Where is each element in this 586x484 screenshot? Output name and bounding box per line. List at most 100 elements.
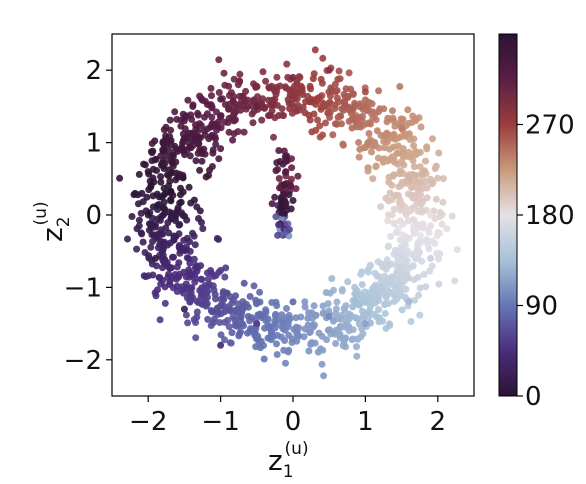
data-point xyxy=(434,174,442,182)
data-point xyxy=(386,320,393,328)
data-point xyxy=(179,188,187,196)
data-point xyxy=(175,243,183,251)
data-point xyxy=(238,320,246,328)
data-point xyxy=(159,246,167,254)
data-point xyxy=(291,95,298,103)
data-point xyxy=(382,194,390,202)
data-point xyxy=(213,126,220,134)
data-point xyxy=(277,333,285,341)
data-point xyxy=(212,295,219,303)
data-point xyxy=(271,193,279,201)
data-point xyxy=(416,148,424,156)
x-tick-label: −1 xyxy=(201,407,239,437)
data-point xyxy=(329,131,337,139)
data-point xyxy=(167,141,175,149)
data-point xyxy=(157,173,165,181)
data-point xyxy=(435,255,442,263)
data-point xyxy=(358,281,366,288)
data-point xyxy=(243,103,251,110)
data-point xyxy=(391,122,399,130)
data-point xyxy=(228,329,236,337)
data-point xyxy=(230,75,238,83)
data-point xyxy=(278,198,285,205)
data-point xyxy=(251,327,259,335)
data-point xyxy=(388,211,396,219)
data-point xyxy=(308,309,316,317)
data-point xyxy=(355,121,363,129)
data-point xyxy=(278,111,286,119)
data-point xyxy=(198,275,206,283)
data-point xyxy=(167,156,175,164)
data-point xyxy=(369,114,377,122)
data-point xyxy=(234,128,242,136)
data-point xyxy=(292,185,300,193)
data-point xyxy=(405,173,412,181)
data-point xyxy=(139,238,147,246)
data-point xyxy=(399,145,407,152)
data-point xyxy=(390,250,398,258)
data-point xyxy=(336,112,344,120)
data-point xyxy=(385,178,393,186)
data-point xyxy=(344,278,352,286)
data-point xyxy=(289,298,297,306)
data-point xyxy=(310,70,318,78)
data-point xyxy=(165,182,173,190)
data-point xyxy=(144,211,152,219)
data-point xyxy=(409,182,417,190)
data-point xyxy=(439,175,447,183)
data-point xyxy=(177,122,185,130)
data-point xyxy=(410,163,418,171)
data-point xyxy=(326,98,334,106)
data-point xyxy=(354,315,361,323)
data-point xyxy=(150,231,158,239)
data-point xyxy=(249,97,257,105)
data-point xyxy=(186,298,194,306)
data-point xyxy=(184,319,192,327)
data-point xyxy=(331,80,339,88)
data-point xyxy=(336,75,344,83)
data-point xyxy=(288,175,295,183)
y-tick-label: 2 xyxy=(85,56,102,86)
data-point xyxy=(329,317,337,325)
data-point xyxy=(209,149,217,157)
data-point xyxy=(345,69,353,77)
data-point xyxy=(155,201,163,208)
data-point xyxy=(306,98,314,106)
data-point xyxy=(435,280,443,288)
data-point xyxy=(180,117,188,125)
data-point xyxy=(409,193,417,201)
data-point xyxy=(201,113,208,121)
data-point xyxy=(318,332,326,340)
data-point xyxy=(394,276,402,284)
data-point xyxy=(422,283,430,291)
data-point xyxy=(341,306,348,314)
data-point xyxy=(237,313,245,321)
x-axis-ticks: −2 −1 0 1 2 xyxy=(129,396,446,437)
data-point xyxy=(230,116,238,124)
data-point xyxy=(428,237,436,245)
data-point xyxy=(141,161,149,169)
colorbar-ticks: 0 90 180 270 xyxy=(517,111,575,412)
data-point xyxy=(277,203,285,211)
data-point xyxy=(294,172,302,180)
data-point xyxy=(275,147,283,154)
data-point xyxy=(160,198,168,206)
data-point xyxy=(145,186,153,194)
data-point xyxy=(417,223,425,231)
data-point xyxy=(161,159,169,167)
data-point xyxy=(229,97,237,105)
y-tick-label: 1 xyxy=(85,129,102,159)
data-point xyxy=(192,334,200,342)
data-point xyxy=(416,231,424,239)
data-point xyxy=(273,351,281,358)
data-point xyxy=(244,329,251,337)
data-point xyxy=(276,82,284,90)
data-point xyxy=(370,310,378,318)
data-point xyxy=(369,175,377,183)
data-point xyxy=(144,168,152,176)
data-point xyxy=(139,198,147,206)
data-point xyxy=(135,170,143,178)
data-point xyxy=(359,330,367,338)
data-point xyxy=(240,128,248,136)
